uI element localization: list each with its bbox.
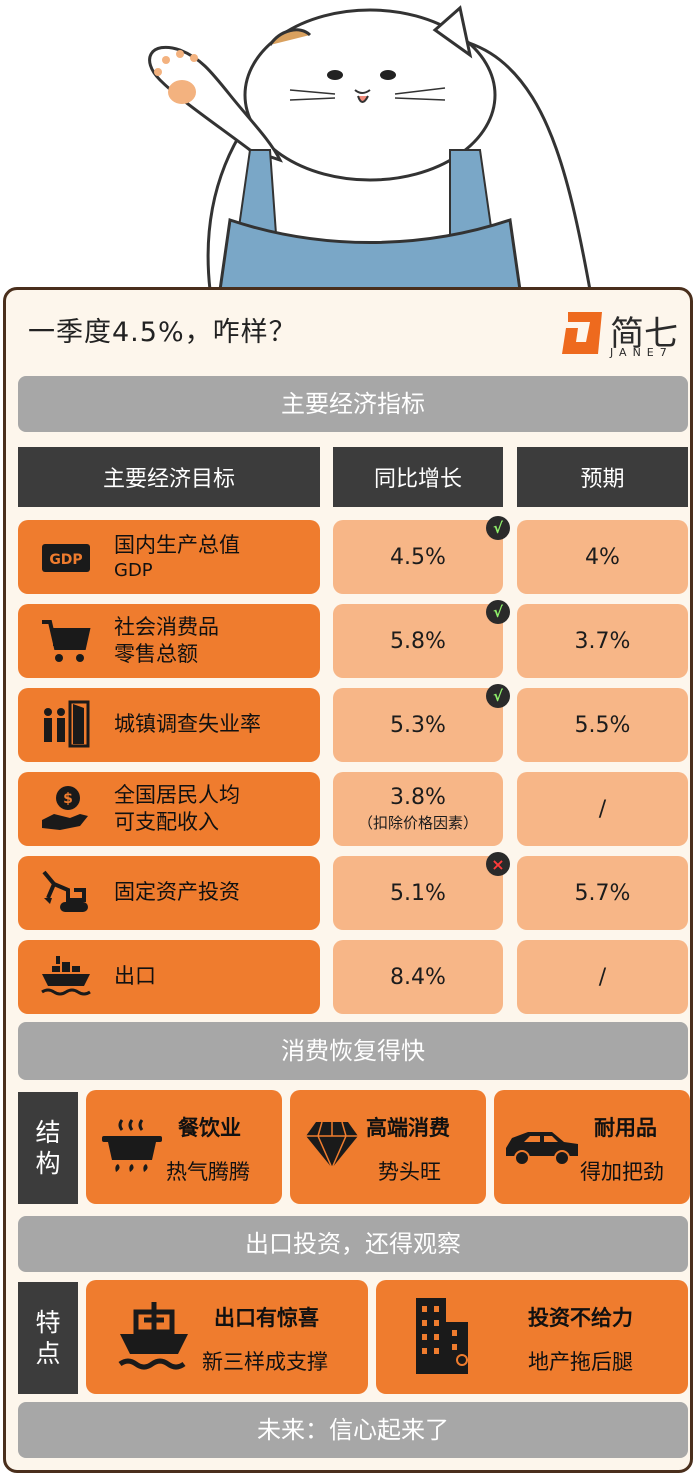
row-sublabel-text: 可支配收入	[114, 810, 219, 834]
cross-badge-icon: ×	[486, 852, 510, 876]
expected-value: 4%	[585, 544, 620, 570]
expected-value: 5.5%	[574, 712, 631, 738]
tile-catering: 餐饮业 热气腾腾	[86, 1090, 282, 1204]
expected-cell: /	[517, 940, 688, 1014]
tile-title: 高端消费	[366, 1116, 450, 1140]
svg-text:$: $	[63, 791, 73, 807]
row-label-unemployment: 城镇调查失业率	[18, 688, 320, 762]
row-label-investment: 固定资产投资	[18, 856, 320, 930]
side-label-char: 结	[35, 1117, 61, 1147]
gdp-icon: GDP	[42, 544, 90, 572]
growth-value: 8.4%	[390, 964, 446, 990]
growth-cell: 5.8%	[333, 604, 503, 678]
car-icon	[506, 1132, 578, 1166]
tile-subtitle: 热气腾腾	[166, 1160, 250, 1184]
row-label-export: 出口	[18, 940, 320, 1014]
tile-title: 投资不给力	[528, 1306, 633, 1330]
section-title-consumption: 消费恢复得快	[18, 1022, 688, 1080]
tile-investment: 投资不给力 地产拖后腿	[376, 1280, 688, 1394]
expected-cell: 4%	[517, 520, 688, 594]
growth-value: 3.8%	[390, 785, 446, 810]
growth-cell: 5.1%	[333, 856, 503, 930]
side-label-char: 特	[35, 1307, 61, 1337]
ship-icon	[118, 1302, 188, 1370]
diamond-icon	[306, 1121, 358, 1169]
section-title-indicators: 主要经济指标	[18, 376, 688, 432]
shopping-cart-icon	[42, 620, 91, 662]
growth-note: （扣除价格因素）	[357, 814, 478, 832]
brand-logo-icon	[562, 312, 602, 354]
growth-value: 5.8%	[390, 628, 446, 654]
check-badge-icon: √	[486, 600, 510, 624]
expected-cell: 5.5%	[517, 688, 688, 762]
tile-subtitle: 得加把劲	[580, 1160, 664, 1184]
row-label-text: 固定资产投资	[114, 880, 240, 905]
expected-cell: 5.7%	[517, 856, 688, 930]
steaming-pot-icon	[102, 1119, 162, 1172]
tile-luxury: 高端消费 势头旺	[290, 1090, 486, 1204]
brand-name: 简七	[610, 314, 678, 354]
income-hand-coin-icon: $	[42, 786, 88, 830]
expected-value: /	[598, 796, 607, 822]
tile-subtitle: 势头旺	[378, 1160, 441, 1184]
growth-value: 5.1%	[390, 880, 446, 906]
tile-durables: 耐用品 得加把劲	[494, 1090, 690, 1204]
row-sublabel-text: GDP	[114, 559, 153, 581]
expected-value: /	[598, 964, 607, 990]
page-title: 一季度4.5%，咋样？	[28, 317, 297, 348]
cat-mascot-illustration	[148, 5, 592, 290]
infographic-card: 一季度4.5%，咋样？ 简七 JANE7 主要经济指标 主要经济目标 同比增长 …	[3, 287, 693, 1473]
row-label-income: $ 全国居民人均 可支配收入	[18, 772, 320, 846]
tile-title: 耐用品	[594, 1116, 657, 1140]
check-badge-icon: √	[486, 516, 510, 540]
growth-cell: 5.3%	[333, 688, 503, 762]
column-header-expected: 预期	[517, 447, 688, 507]
buildings-icon	[416, 1298, 468, 1374]
row-label-text: 全国居民人均	[114, 782, 240, 807]
row-label-text: 国内生产总值	[114, 532, 240, 557]
column-header-target: 主要经济目标	[18, 447, 320, 507]
row-label-text: 社会消费品	[114, 614, 219, 639]
growth-cell: 4.5%	[333, 520, 503, 594]
check-badge-icon: √	[486, 684, 510, 708]
side-label-char: 构	[35, 1149, 61, 1178]
side-label-features: 特 点	[18, 1282, 78, 1394]
row-label-text: 城镇调查失业率	[114, 712, 261, 737]
side-label-char: 点	[35, 1339, 61, 1368]
row-label-gdp: GDP 国内生产总值 GDP	[18, 520, 320, 594]
footer-banner: 未来：信心起来了	[18, 1402, 688, 1458]
tile-subtitle: 新三样成支撑	[202, 1350, 328, 1374]
tile-title: 出口有惊喜	[214, 1306, 319, 1330]
svg-text:GDP: GDP	[49, 552, 82, 568]
growth-value: 5.3%	[390, 712, 446, 738]
cargo-ship-icon	[41, 956, 91, 996]
unemployment-icon	[44, 700, 90, 748]
growth-cell: 8.4%	[333, 940, 503, 1014]
row-label-retail: 社会消费品 零售总额	[18, 604, 320, 678]
growth-cell: 3.8% （扣除价格因素）	[333, 772, 503, 846]
tile-export: 出口有惊喜 新三样成支撑	[86, 1280, 368, 1394]
expected-value: 3.7%	[574, 628, 631, 654]
tile-title: 餐饮业	[178, 1116, 241, 1140]
section-title-export-investment: 出口投资，还得观察	[18, 1216, 688, 1272]
row-sublabel-text: 零售总额	[114, 642, 198, 666]
brand-subtitle: JANE7	[610, 346, 673, 359]
tile-subtitle: 地产拖后腿	[528, 1350, 633, 1374]
expected-value: 5.7%	[574, 880, 631, 906]
expected-cell: /	[517, 772, 688, 846]
side-label-structure: 结 构	[18, 1092, 78, 1204]
excavator-icon	[42, 870, 88, 912]
growth-value: 4.5%	[390, 544, 446, 570]
row-label-text: 出口	[114, 964, 156, 989]
column-header-growth: 同比增长	[333, 447, 503, 507]
expected-cell: 3.7%	[517, 604, 688, 678]
